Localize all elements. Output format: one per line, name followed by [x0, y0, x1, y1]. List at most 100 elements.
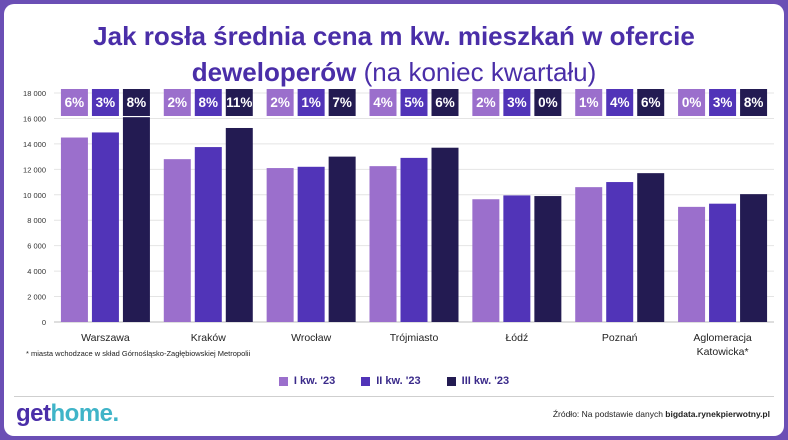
- x-tick-label: Trójmiasto: [390, 332, 439, 344]
- bar: [266, 168, 294, 322]
- change-label-box: [503, 89, 531, 116]
- bar: [60, 137, 88, 322]
- change-label-box: [60, 89, 88, 116]
- bar: [400, 157, 428, 322]
- change-label-box: [472, 89, 500, 116]
- bar: [575, 187, 603, 322]
- change-label-box: [740, 89, 768, 116]
- bar: [328, 156, 356, 322]
- x-tick-label: Łódź: [505, 332, 528, 344]
- bar: [678, 206, 706, 322]
- legend-swatch: [446, 376, 456, 386]
- legend: I kw. '23 II kw. '23 III kw. '23: [0, 375, 788, 387]
- legend-item: II kw. '23: [361, 375, 421, 387]
- change-label-box: [122, 89, 150, 116]
- source-prefix: Źródło: Na podstawie danych: [552, 409, 663, 419]
- y-tick-label: 14 000: [23, 140, 46, 149]
- title-line1: Jak rosła średnia cena m kw. mieszkań w …: [93, 21, 695, 51]
- legend-item: III kw. '23: [446, 375, 510, 387]
- change-label: 0%: [682, 95, 702, 110]
- y-tick-label: 16 000: [23, 114, 46, 123]
- change-label: 5%: [404, 95, 424, 110]
- bar: [709, 203, 737, 322]
- chart-title: Jak rosła średnia cena m kw. mieszkań w …: [24, 18, 764, 90]
- gethome-logo: gethome.: [16, 400, 119, 427]
- y-tick-label: 18 000: [23, 89, 46, 98]
- change-label: 6%: [641, 95, 661, 110]
- y-tick-label: 2 000: [27, 293, 46, 302]
- change-label-box: [431, 89, 459, 116]
- bar: [534, 196, 562, 322]
- bar: [503, 195, 531, 322]
- change-label: 1%: [301, 95, 321, 110]
- change-label-box: [225, 89, 253, 116]
- change-label: 0%: [538, 95, 558, 110]
- x-tick-label: Aglomeracja: [693, 332, 752, 344]
- source-link: bigdata.rynekpierwotny.pl: [665, 409, 770, 419]
- title-line2-normal: (na koniec kwartału): [363, 57, 597, 87]
- bar: [225, 127, 253, 322]
- bar: [472, 199, 500, 322]
- change-label: 8%: [744, 95, 764, 110]
- y-tick-label: 12 000: [23, 165, 46, 174]
- change-label: 8%: [127, 95, 147, 110]
- change-label-box: [534, 89, 562, 116]
- x-tick-label: Katowicka*: [697, 346, 749, 358]
- change-label-box: [266, 89, 294, 116]
- y-tick-label: 8 000: [27, 216, 46, 225]
- footnote: * miasta wchodzace w skład Górnośląsko-Z…: [26, 349, 251, 358]
- source-note: Źródło: Na podstawie danych bigdata.ryne…: [553, 409, 770, 419]
- change-label-box: [709, 89, 737, 116]
- change-label-box: [606, 89, 634, 116]
- bar: [163, 159, 191, 322]
- change-label: 1%: [579, 95, 599, 110]
- y-tick-label: 0: [42, 318, 46, 327]
- legend-item: I kw. '23: [278, 375, 336, 387]
- bar: [740, 194, 768, 322]
- bar: [637, 173, 665, 322]
- change-label: 2%: [168, 95, 188, 110]
- divider: [14, 396, 774, 397]
- change-label-box: [91, 89, 119, 116]
- y-tick-label: 10 000: [23, 191, 46, 200]
- change-label: 2%: [476, 95, 496, 110]
- bar: [431, 147, 459, 322]
- x-tick-label: Kraków: [191, 332, 226, 344]
- change-label: 4%: [373, 95, 393, 110]
- bar: [369, 166, 397, 322]
- legend-label: II kw. '23: [376, 375, 421, 387]
- x-tick-label: Warszawa: [81, 332, 130, 344]
- change-label-box: [637, 89, 665, 116]
- change-label: 3%: [96, 95, 116, 110]
- change-label: 4%: [610, 95, 630, 110]
- change-label: 8%: [199, 95, 219, 110]
- legend-label: III kw. '23: [461, 375, 510, 387]
- change-label-box: [194, 89, 222, 116]
- title-line2-bold: deweloperów: [191, 57, 357, 87]
- bar: [91, 132, 119, 322]
- change-label: 3%: [507, 95, 527, 110]
- bar: [122, 117, 150, 322]
- legend-label: I kw. '23: [293, 375, 336, 387]
- change-label: 6%: [435, 95, 455, 110]
- legend-swatch: [361, 376, 371, 386]
- y-tick-label: 6 000: [27, 242, 46, 251]
- bar: [297, 166, 325, 322]
- bar: [194, 147, 222, 322]
- change-label: 6%: [65, 95, 85, 110]
- change-label-box: [400, 89, 428, 116]
- legend-swatch: [278, 376, 288, 386]
- change-label-box: [328, 89, 356, 116]
- y-tick-label: 4 000: [27, 267, 46, 276]
- change-label: 3%: [713, 95, 733, 110]
- x-tick-label: Poznań: [602, 332, 638, 344]
- change-label-box: [297, 89, 325, 116]
- change-label: 7%: [332, 95, 352, 110]
- change-label: 2%: [270, 95, 290, 110]
- change-label-box: [678, 89, 706, 116]
- change-label: 11%: [226, 95, 252, 110]
- x-tick-label: Wrocław: [291, 332, 331, 344]
- change-label-box: [369, 89, 397, 116]
- change-label-box: [575, 89, 603, 116]
